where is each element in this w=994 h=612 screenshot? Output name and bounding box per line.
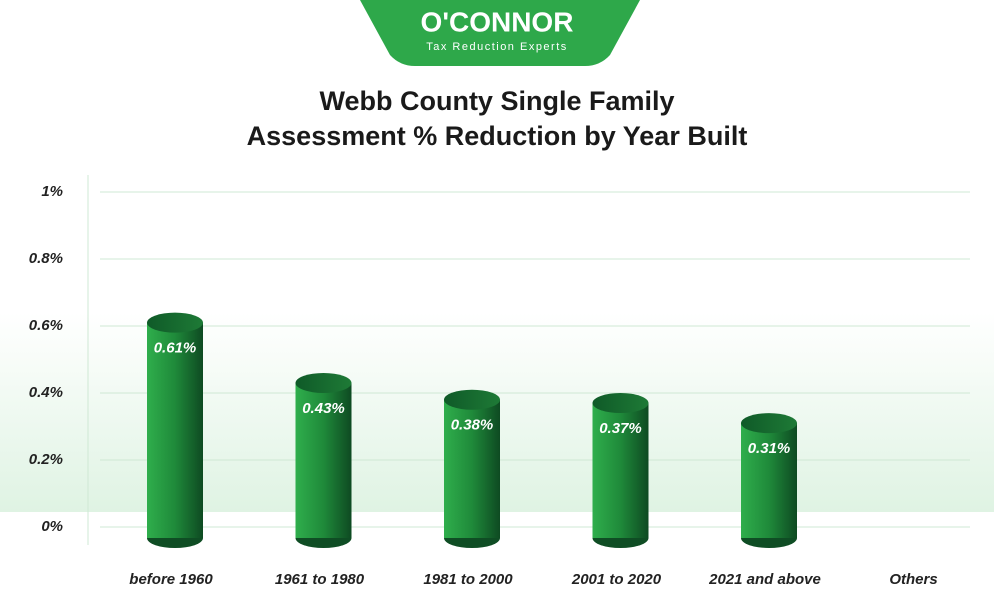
y-tick-label: 0.4% xyxy=(29,384,63,401)
bar-cap xyxy=(592,393,649,414)
x-tick-label: 2001 to 2020 xyxy=(571,571,662,588)
y-tick-label: 0.2% xyxy=(29,451,63,468)
bar-cap xyxy=(444,389,500,410)
value-label: 0.31% xyxy=(748,440,791,457)
chart-title: Assessment % Reduction by Year Built xyxy=(247,121,748,151)
bar xyxy=(592,403,649,538)
y-tick-label: 0.8% xyxy=(29,250,63,267)
bar-cap xyxy=(295,372,352,393)
bar-cap xyxy=(147,312,203,333)
bar xyxy=(295,382,352,538)
x-tick-label: 1961 to 1980 xyxy=(275,571,365,588)
value-label: 0.38% xyxy=(451,417,494,434)
bar xyxy=(741,423,797,538)
bar xyxy=(444,399,500,538)
x-tick-label: before 1960 xyxy=(129,571,213,588)
value-label: 0.61% xyxy=(154,340,197,357)
value-label: 0.37% xyxy=(599,420,642,437)
bar-cap xyxy=(741,413,797,434)
logo-badge xyxy=(360,0,640,66)
x-tick-label: 2021 and above xyxy=(708,571,821,588)
y-tick-label: 0% xyxy=(41,518,63,535)
value-label: 0.43% xyxy=(302,400,345,417)
x-tick-label: 1981 to 2000 xyxy=(423,571,513,588)
x-tick-label: Others xyxy=(889,571,937,588)
bar xyxy=(147,322,203,538)
y-tick-label: 1% xyxy=(41,183,63,200)
chart-title: Webb County Single Family xyxy=(319,86,674,116)
y-tick-label: 0.6% xyxy=(29,317,63,334)
logo-name: O'CONNOR xyxy=(421,6,574,37)
logo-tagline: Tax Reduction Experts xyxy=(426,41,568,53)
